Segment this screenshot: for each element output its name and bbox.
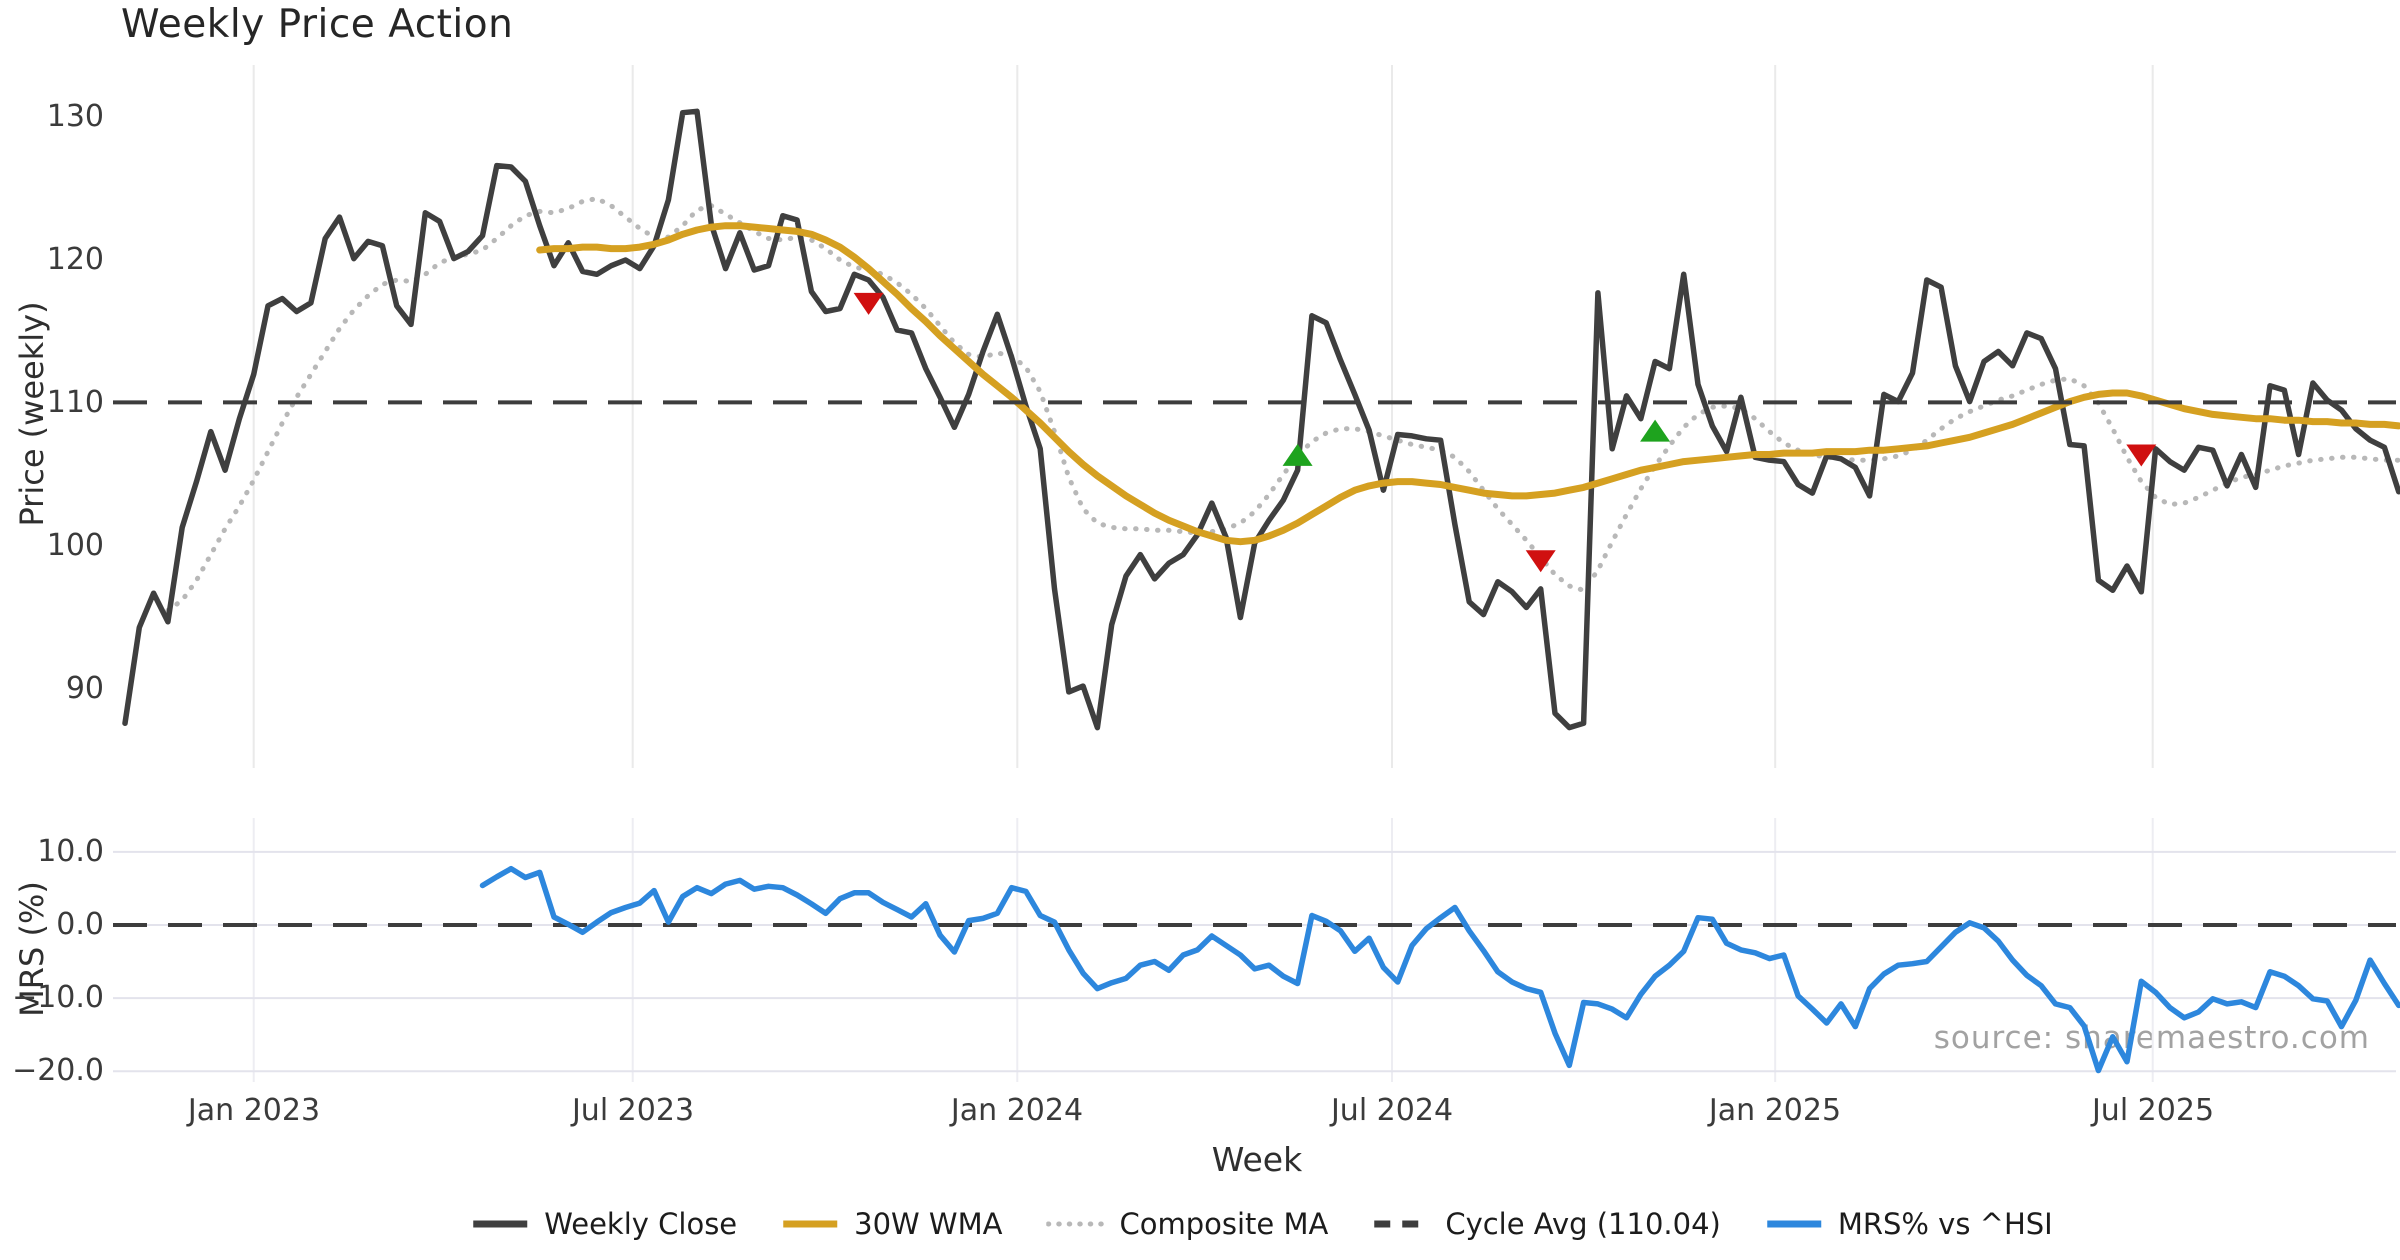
legend-swatch-0	[473, 1220, 528, 1228]
price-ytick-130: 130	[46, 99, 104, 134]
legend-swatch-3	[1374, 1220, 1429, 1228]
legend-label-0: Weekly Close	[544, 1207, 738, 1241]
xtick-jul-2025: Jul 2025	[2091, 1093, 2215, 1128]
price-ytick-110: 110	[46, 385, 104, 420]
price-ytick-120: 120	[46, 242, 104, 277]
legend-swatch-4	[1766, 1220, 1821, 1228]
price-ytick-90: 90	[65, 671, 104, 706]
xtick-jul-2024: Jul 2024	[1330, 1093, 1454, 1128]
xtick-jan-2025: Jan 2025	[1708, 1093, 1842, 1128]
xtick-jan-2023: Jan 2023	[187, 1093, 321, 1128]
legend-label-1: 30W WMA	[854, 1207, 1003, 1241]
chart-title: Weekly Price Action	[121, 2, 514, 47]
legend-swatch-2	[1046, 1221, 1105, 1227]
legend-item-4: MRS% vs ^HSI	[1765, 1207, 2053, 1241]
mrs-ytick-10: 10.0	[37, 834, 104, 869]
legend-item-0: Weekly Close	[471, 1207, 737, 1241]
mrs-ytick--10: −10.0	[12, 980, 104, 1015]
legend-swatch-1	[783, 1220, 838, 1228]
legend: Weekly Close 30W WMA Composite MA Cycle Avg…	[471, 1207, 2053, 1241]
price-ytick-100: 100	[46, 528, 104, 563]
source-watermark: source: sharemaestro.com	[1933, 1020, 2370, 1056]
legend-item-1: 30W WMA	[781, 1207, 1002, 1241]
xtick-jul-2023: Jul 2023	[571, 1093, 695, 1128]
mrs-ytick-0: 0.0	[56, 907, 104, 942]
legend-label-4: MRS% vs ^HSI	[1837, 1207, 2053, 1241]
legend-label-2: Composite MA	[1119, 1207, 1329, 1241]
legend-item-2: Composite MA	[1046, 1207, 1328, 1241]
x-axis-title: Week	[1211, 1140, 1303, 1179]
xtick-jan-2024: Jan 2024	[950, 1093, 1084, 1128]
legend-item-3: Cycle Avg (110.04)	[1372, 1207, 1721, 1241]
mrs-ytick--20: −20.0	[12, 1053, 104, 1088]
legend-label-3: Cycle Avg (110.04)	[1445, 1207, 1721, 1241]
